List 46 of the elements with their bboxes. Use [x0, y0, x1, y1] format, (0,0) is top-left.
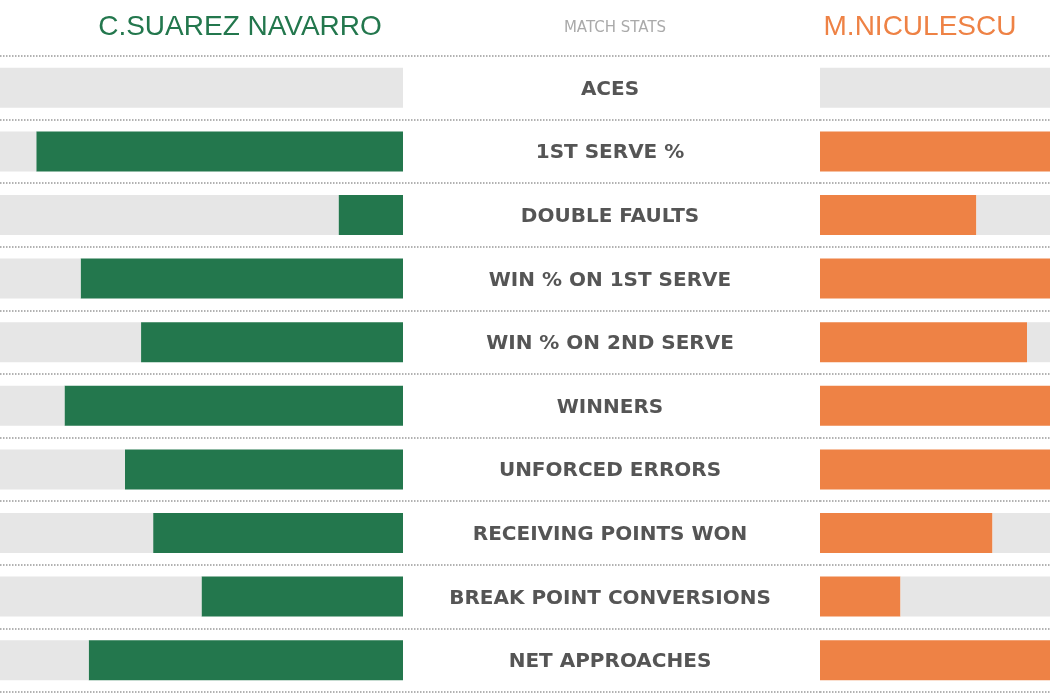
bar	[820, 385, 1050, 426]
bar	[88, 640, 403, 681]
bar	[36, 131, 403, 172]
bar	[141, 322, 403, 363]
y-tick-label: RECEIVING POINTS WON	[472, 521, 748, 545]
bar	[820, 513, 993, 553]
bar	[820, 131, 1050, 172]
y-tick-label: WINNERS	[556, 393, 664, 418]
bar	[820, 67, 1050, 108]
bar	[0, 513, 154, 553]
text: M.NICULESCU	[823, 9, 1017, 41]
y-tick-label: NET APPROACHES	[508, 648, 712, 673]
bar	[0, 640, 89, 681]
bar	[820, 195, 977, 235]
bar	[820, 449, 1050, 490]
y-tick-label: WIN % ON 2ND SERVE	[486, 330, 734, 355]
bar	[338, 195, 403, 235]
bar	[820, 640, 1050, 681]
bar	[0, 131, 37, 172]
bar	[820, 576, 901, 617]
y-tick-label: UNFORCED ERRORS	[498, 457, 722, 482]
bar	[820, 322, 1027, 363]
y-tick-label: WIN % ON 1ST SERVE	[488, 266, 732, 291]
bar	[0, 195, 339, 235]
bar	[0, 67, 403, 108]
y-tick-label: DOUBLE FAULTS	[520, 203, 700, 227]
bar	[820, 258, 1050, 299]
y-tick-label: ACES	[580, 75, 640, 100]
bar	[64, 385, 403, 426]
bar	[976, 195, 1050, 235]
bar	[0, 385, 65, 426]
bar	[0, 322, 142, 363]
bar	[0, 258, 81, 299]
bar	[201, 576, 403, 617]
bar	[0, 576, 202, 617]
bar	[80, 258, 403, 299]
bar	[124, 449, 403, 490]
y-tick-label: 1ST SERVE %	[535, 139, 685, 164]
bar	[153, 513, 403, 553]
text: C.SUAREZ NAVARRO	[98, 9, 382, 41]
bar	[1027, 322, 1050, 363]
bar	[992, 513, 1050, 553]
text: MATCH STATS	[563, 17, 667, 36]
bar	[900, 576, 1050, 617]
y-tick-label: BREAK POINT CONVERSIONS	[449, 584, 771, 609]
bar	[0, 449, 125, 490]
